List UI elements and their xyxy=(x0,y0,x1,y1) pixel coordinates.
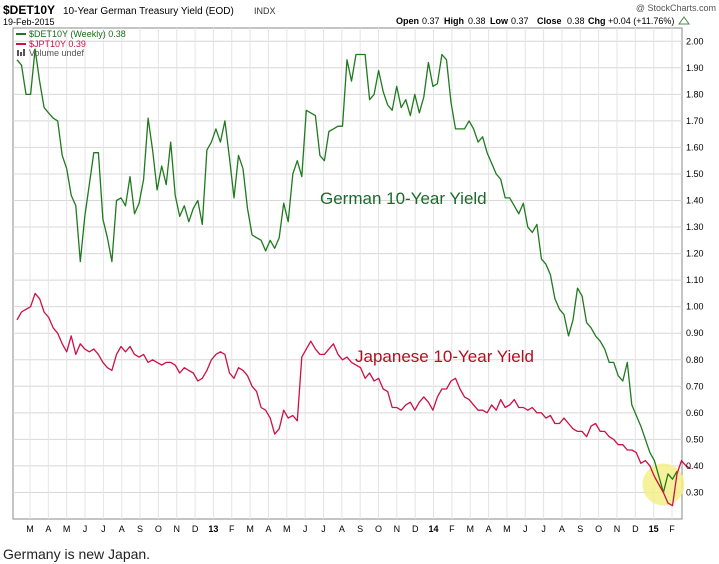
low-value: 0.37 xyxy=(511,16,529,26)
y-tick-label: 2.00 xyxy=(686,36,704,46)
x-tick-label: N xyxy=(173,524,180,534)
japanese-annotation: Japanese 10-Year Yield xyxy=(355,347,534,366)
x-tick-label: M xyxy=(503,524,511,534)
legend-japan-label: $JPT10Y 0.39 xyxy=(29,39,86,49)
x-tick-label: S xyxy=(357,524,363,534)
grid xyxy=(13,28,682,519)
x-tick-label: J xyxy=(303,524,308,534)
chg-label: Chg xyxy=(588,16,606,26)
quote-date: 19-Feb-2015 xyxy=(3,17,55,27)
volume-bars-icon xyxy=(17,49,25,56)
x-tick-label: S xyxy=(577,524,583,534)
close-label: Close xyxy=(537,16,562,26)
x-tick-label: 14 xyxy=(429,524,439,534)
x-tick-label: A xyxy=(265,524,271,534)
x-tick-label: J xyxy=(541,524,546,534)
x-tick-label: F xyxy=(229,524,235,534)
legend-volume-label: Volume undef xyxy=(29,48,85,58)
x-tick-label: D xyxy=(192,524,199,534)
y-tick-label: 1.70 xyxy=(686,116,704,126)
symbol-name: 10-Year German Treasury Yield (EOD) xyxy=(63,6,234,17)
symbol-title: $DET10Y xyxy=(3,3,55,17)
chg-value: +0.04 (+11.76%) xyxy=(608,16,674,26)
x-tick-label: J xyxy=(101,524,106,534)
x-tick-label: M xyxy=(26,524,34,534)
x-tick-label: A xyxy=(119,524,125,534)
x-tick-label: A xyxy=(339,524,345,534)
x-tick-label: A xyxy=(45,524,51,534)
series-layer xyxy=(16,48,691,507)
y-tick-label: 0.80 xyxy=(686,355,704,365)
x-tick-label: 15 xyxy=(649,524,659,534)
x-tick-label: J xyxy=(321,524,326,534)
open-label: Open xyxy=(396,16,419,26)
legend: $DET10Y (Weekly) 0.38 $JPT10Y 0.39 Volum… xyxy=(16,29,126,58)
high-value: 0.38 xyxy=(468,16,486,26)
x-tick-label: M xyxy=(466,524,474,534)
x-tick-label: M xyxy=(63,524,71,534)
y-tick-label: 1.50 xyxy=(686,169,704,179)
quote-values: Open 0.37 High 0.38 Low 0.37 Close 0.38 … xyxy=(396,16,690,26)
x-tick-label: D xyxy=(632,524,639,534)
y-tick-label: 1.00 xyxy=(686,302,704,312)
x-tick-label: A xyxy=(559,524,565,534)
x-tick-label: D xyxy=(412,524,419,534)
x-tick-label: N xyxy=(394,524,401,534)
x-tick-label: O xyxy=(595,524,602,534)
y-axis: 2.00 1.90 1.80 1.70 1.60 1.50 1.40 1.30 1.20 1.10… xyxy=(686,36,704,497)
chart: $DET10Y 10-Year German Treasury Yield (E… xyxy=(3,3,716,534)
x-tick-label: J xyxy=(83,524,88,534)
x-tick-label: A xyxy=(486,524,492,534)
brand-label: @ StockCharts.com xyxy=(636,3,716,13)
high-label: High xyxy=(444,16,464,26)
y-tick-label: 1.30 xyxy=(686,222,704,232)
x-tick-label: O xyxy=(155,524,162,534)
x-tick-label: S xyxy=(137,524,143,534)
close-value: 0.38 xyxy=(567,16,585,26)
german-annotation: German 10-Year Yield xyxy=(320,189,487,208)
low-label: Low xyxy=(490,16,509,26)
x-tick-label: O xyxy=(375,524,382,534)
exchange-label: INDX xyxy=(254,6,276,16)
x-tick-label: M xyxy=(283,524,291,534)
y-tick-label: 1.90 xyxy=(686,63,704,73)
plot-area xyxy=(12,27,683,520)
x-tick-label: F xyxy=(669,524,675,534)
x-tick-label: M xyxy=(246,524,254,534)
x-axis: M A M J J A S O N D 13 F M A M J J A S O N D 14 F M A M J J A S O N D 15 F xyxy=(26,524,675,534)
legend-german-label: $DET10Y (Weekly) 0.38 xyxy=(29,29,126,39)
x-tick-label: F xyxy=(449,524,455,534)
y-tick-label: 1.20 xyxy=(686,249,704,259)
y-tick-label: 0.90 xyxy=(686,328,704,338)
y-tick-label: 1.40 xyxy=(686,196,704,206)
y-tick-label: 1.80 xyxy=(686,89,704,99)
caption: Germany is new Japan. xyxy=(3,546,151,562)
y-tick-label: 0.30 xyxy=(686,487,704,497)
x-tick-label: 13 xyxy=(208,524,218,534)
german-yield-line xyxy=(16,48,678,494)
x-tick-label: N xyxy=(614,524,621,534)
y-tick-label: 0.70 xyxy=(686,381,704,391)
y-tick-label: 0.60 xyxy=(686,408,704,418)
japanese-yield-line xyxy=(16,292,691,507)
y-tick-label: 1.10 xyxy=(686,275,704,285)
y-tick-label: 0.50 xyxy=(686,434,704,444)
up-arrow-icon xyxy=(678,16,690,25)
x-tick-label: J xyxy=(523,524,528,534)
y-tick-label: 1.60 xyxy=(686,142,704,152)
open-value: 0.37 xyxy=(422,16,440,26)
y-tick-label: 0.40 xyxy=(686,461,704,471)
